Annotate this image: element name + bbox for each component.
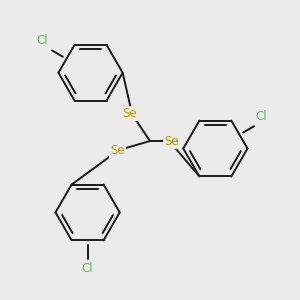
Text: Se: Se [122,107,137,120]
Text: Cl: Cl [37,34,48,47]
Text: Se: Se [110,144,124,157]
Text: Cl: Cl [256,110,267,123]
Text: Cl: Cl [82,262,93,275]
Text: Se: Se [164,135,179,148]
